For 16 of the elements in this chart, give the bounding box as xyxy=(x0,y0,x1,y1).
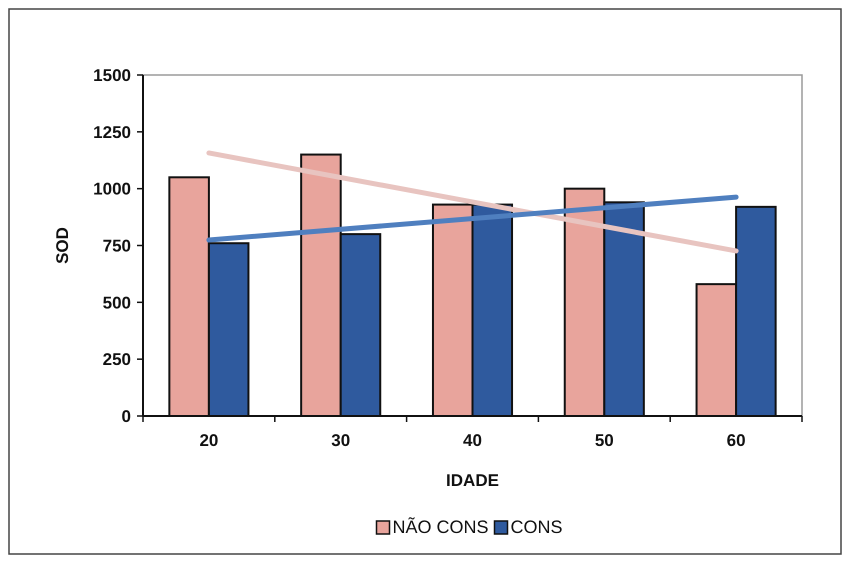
x-tick-label: 30 xyxy=(331,431,350,450)
y-axis-title: SOD xyxy=(53,227,72,264)
y-tick-label: 0 xyxy=(122,406,131,426)
y-tick-label: 750 xyxy=(102,236,131,256)
y-tick-label: 1000 xyxy=(93,180,131,199)
y-tick-label: 1500 xyxy=(93,66,131,85)
y-tick-label: 250 xyxy=(102,350,131,370)
x-tick-label: 60 xyxy=(726,431,746,450)
legend-label: NÃO CONS xyxy=(392,517,489,537)
y-tick-label: 1250 xyxy=(93,122,131,142)
legend-label: CONS xyxy=(510,517,563,537)
x-tick-label: 20 xyxy=(199,431,218,450)
x-tick-label: 50 xyxy=(594,431,614,450)
y-tick-label: 500 xyxy=(102,293,131,312)
x-axis-title: IDADE xyxy=(446,471,499,490)
x-tick-label: 40 xyxy=(463,431,482,450)
